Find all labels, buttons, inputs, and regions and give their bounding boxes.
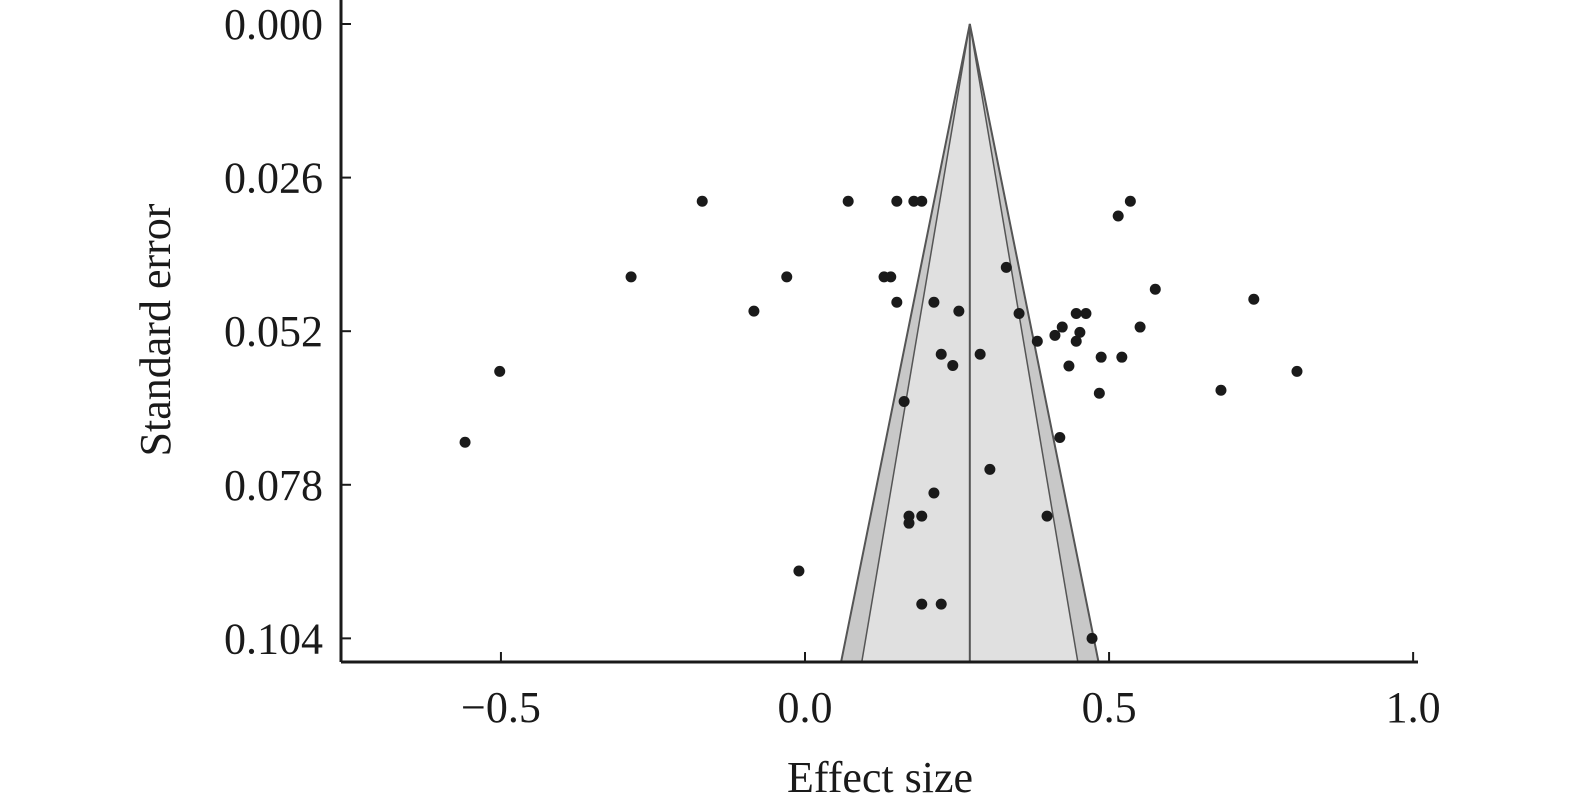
data-point xyxy=(903,517,915,529)
data-point xyxy=(984,463,996,475)
data-point xyxy=(625,271,637,283)
data-point xyxy=(935,598,947,610)
data-points xyxy=(459,195,1303,644)
data-point xyxy=(781,271,793,283)
data-point xyxy=(494,365,506,377)
data-point xyxy=(1215,384,1227,396)
x-axis-label: Effect size xyxy=(787,753,973,802)
data-point xyxy=(1056,321,1068,333)
data-point xyxy=(696,195,708,207)
data-point xyxy=(916,510,928,522)
data-point xyxy=(793,565,805,577)
data-point xyxy=(974,348,986,360)
data-point xyxy=(1093,387,1105,399)
data-point xyxy=(891,195,903,207)
data-point xyxy=(1291,365,1303,377)
data-point xyxy=(1095,351,1107,363)
data-point xyxy=(1013,307,1025,319)
data-point xyxy=(947,359,959,371)
y-tick-label: 0.078 xyxy=(224,461,323,510)
x-tick-label: 0.0 xyxy=(778,683,833,732)
data-point xyxy=(1049,329,1061,341)
data-point xyxy=(1124,195,1136,207)
data-point xyxy=(928,487,940,499)
data-point xyxy=(1134,321,1146,333)
data-point xyxy=(885,271,897,283)
data-point xyxy=(1074,326,1086,338)
data-point xyxy=(1031,335,1043,347)
data-point xyxy=(1080,307,1092,319)
data-point xyxy=(1086,632,1098,644)
x-tick-label: 0.5 xyxy=(1082,683,1137,732)
data-point xyxy=(891,296,903,308)
data-point xyxy=(748,305,760,317)
y-tick-label: 0.026 xyxy=(224,154,323,203)
data-point xyxy=(953,305,965,317)
data-point xyxy=(898,395,910,407)
funnel-region xyxy=(839,23,1100,663)
x-tick-label: −0.5 xyxy=(461,683,541,732)
data-point xyxy=(916,598,928,610)
data-point xyxy=(1112,210,1124,222)
data-point xyxy=(916,195,928,207)
data-point xyxy=(1000,261,1012,273)
data-point xyxy=(908,195,920,207)
data-point xyxy=(1041,510,1053,522)
data-point xyxy=(1063,360,1075,372)
data-point xyxy=(1248,293,1260,305)
y-tick-label: 0.000 xyxy=(224,0,323,49)
x-tick-label: 1.0 xyxy=(1386,683,1441,732)
data-point xyxy=(842,195,854,207)
y-axis-label: Standard error xyxy=(131,203,180,456)
axes: −0.5 0.0 0.5 1.0 0.000 0.026 0.052 0.078 0.104 xyxy=(224,0,1441,732)
data-point xyxy=(935,348,947,360)
data-point xyxy=(1149,283,1161,295)
data-point xyxy=(1070,307,1082,319)
data-point xyxy=(1054,432,1066,444)
data-point xyxy=(459,436,471,448)
y-tick-label: 0.104 xyxy=(224,614,323,663)
data-point xyxy=(928,296,940,308)
data-point xyxy=(1070,335,1082,347)
y-tick-label: 0.052 xyxy=(224,307,323,356)
data-point xyxy=(1116,351,1128,363)
